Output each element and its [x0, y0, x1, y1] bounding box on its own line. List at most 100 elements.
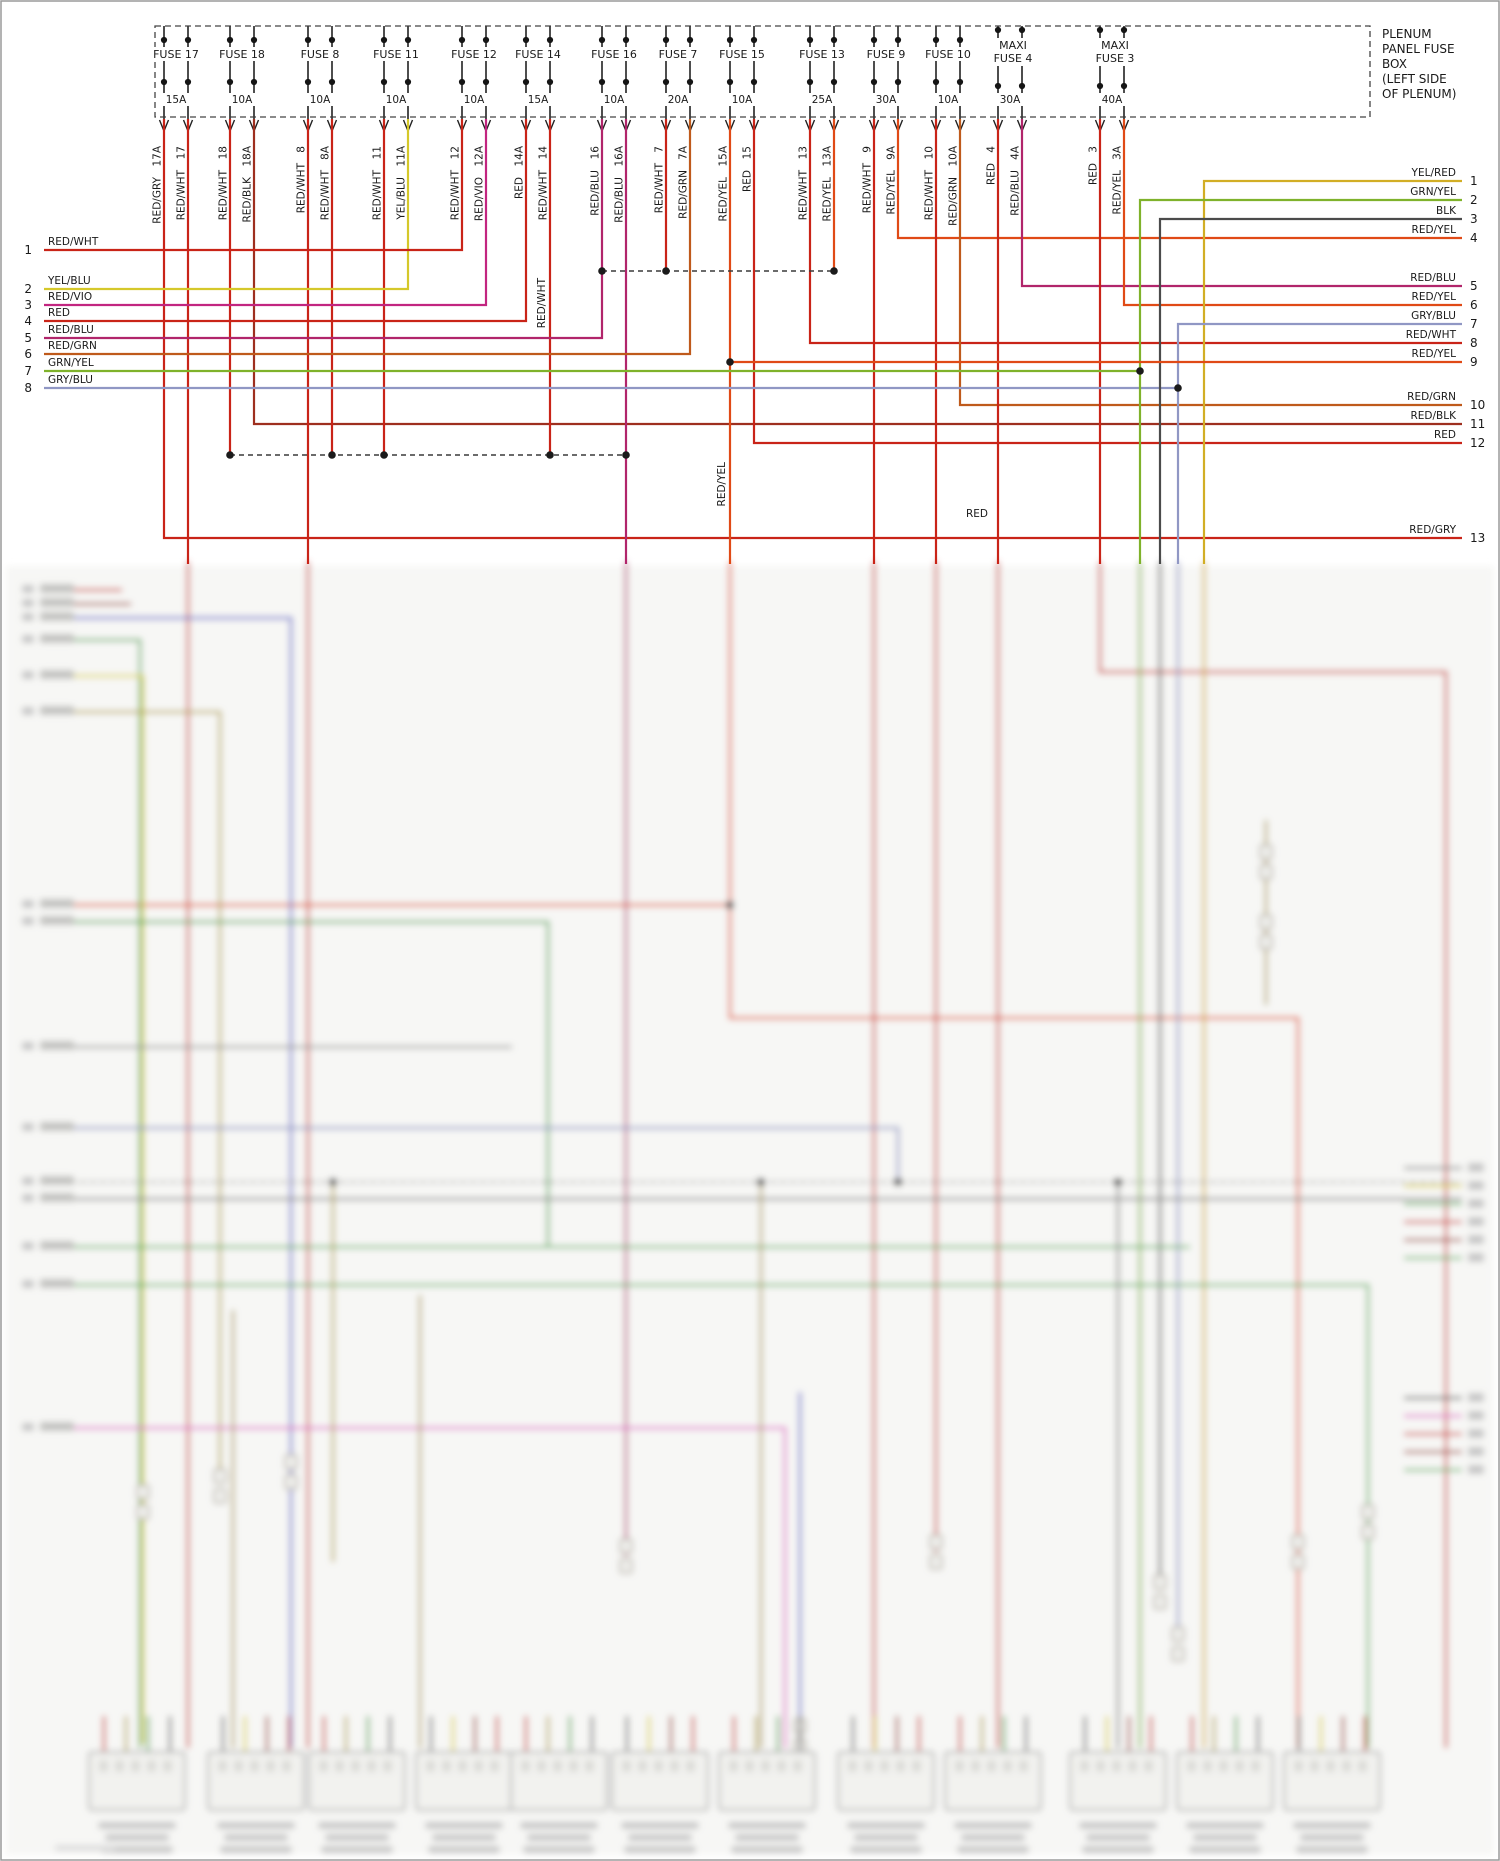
pin-number-label: 7	[654, 146, 666, 153]
label-blob	[1468, 1163, 1484, 1172]
junction-dot	[329, 1178, 337, 1186]
pin-number-label: 4A	[1010, 145, 1022, 160]
label-blob	[98, 1822, 176, 1829]
label-blob	[22, 900, 34, 908]
label-blob	[22, 917, 34, 925]
wire-color-label: RED/WHT	[536, 277, 548, 328]
connector-cavity	[147, 1760, 156, 1772]
connector-cavity	[793, 1760, 802, 1772]
label-blob	[1468, 1253, 1484, 1262]
fuse-terminal	[1018, 26, 1026, 34]
wire-color-label: RED/WHT	[176, 169, 188, 220]
pin-number-label: 18A	[242, 145, 254, 166]
right-pin-wire-label: RED	[1434, 429, 1456, 441]
fuse-amp-rating: 10A	[732, 94, 753, 106]
fuse-name: FUSE 17	[153, 48, 199, 61]
fuse-box-title-line: PANEL FUSE	[1382, 42, 1455, 56]
pin-number-label: 14A	[514, 145, 526, 166]
wire-grn-yel	[1138, 198, 1462, 564]
junction-dot	[380, 451, 388, 459]
fuse-name: FUSE 14	[515, 48, 561, 61]
connector-cavity	[971, 1760, 980, 1772]
label-blob	[527, 1834, 591, 1841]
label-blob	[428, 1846, 500, 1853]
wire-color-label: RED/WHT	[862, 162, 874, 213]
right-pin-wire-label: RED/WHT	[1406, 329, 1457, 341]
connector-cavity	[1096, 1760, 1105, 1772]
fuse-name: FUSE 13	[799, 48, 845, 61]
component-connector	[510, 1751, 608, 1811]
component-connector	[1069, 1751, 1167, 1811]
pin-number-label: 9A	[886, 145, 898, 160]
wire-color-label: RED	[966, 508, 988, 520]
fuse-terminal	[160, 36, 168, 44]
wire-color-label: RED/WHT	[450, 169, 462, 220]
fuse-amp-rating: 40A	[1102, 94, 1123, 106]
pin-number-label: 7A	[678, 145, 690, 160]
wire-color-label: RED	[514, 177, 526, 199]
pin-number-label: 4	[986, 146, 998, 153]
junction-dot	[622, 451, 630, 459]
component-connector	[88, 1751, 186, 1811]
pin-number-label: 12	[450, 146, 462, 159]
right-pin-number: 10	[1470, 398, 1485, 412]
fuse-fuse-7: 7 RED/WHT 7A RED/GRN FUSE 7 20A	[652, 26, 704, 219]
wire-color-label: RED/YEL	[1112, 170, 1124, 215]
inline-connector	[929, 1534, 943, 1550]
connector-cavity	[745, 1760, 754, 1772]
pin-number-label: 18	[218, 146, 230, 159]
label-blob	[847, 1822, 925, 1829]
wire-red	[752, 119, 1462, 445]
junction-dot	[1114, 1178, 1122, 1186]
left-pin-wire-label: RED/WHT	[48, 236, 99, 248]
label-blob	[40, 1241, 74, 1250]
connector-cavity	[115, 1760, 124, 1772]
label-blob	[961, 1834, 1025, 1841]
fuse-terminal	[1120, 26, 1128, 34]
connector-cavity	[1203, 1760, 1212, 1772]
wire-red-vio	[44, 119, 488, 307]
inline-connector	[136, 1484, 150, 1500]
label-blob	[40, 706, 74, 715]
wire	[60, 1426, 787, 1748]
fuse-terminal	[598, 78, 606, 86]
label-blob	[520, 1822, 598, 1829]
fuse-terminal	[750, 78, 758, 86]
fuse-terminal	[184, 36, 192, 44]
junction-dot	[726, 358, 734, 366]
label-blob	[1468, 1199, 1484, 1208]
junction-dot	[598, 267, 606, 275]
right-pin-number: 4	[1470, 231, 1478, 245]
pin-number-label: 14	[538, 146, 550, 160]
fuse-terminal	[686, 36, 694, 44]
inline-connector	[1153, 1594, 1167, 1610]
label-blob	[1082, 1846, 1154, 1853]
connector-cavity	[537, 1760, 546, 1772]
label-blob	[224, 1834, 288, 1841]
fuse-name: FUSE 16	[591, 48, 637, 61]
connector-cavity	[99, 1760, 108, 1772]
right-pin-number: 8	[1470, 336, 1478, 350]
wire-blk	[1158, 217, 1462, 564]
pin-number-label: 15	[742, 146, 754, 159]
pin-number-label: 12A	[474, 145, 486, 166]
wire-color-label: RED/GRN	[678, 170, 690, 219]
component-connector	[944, 1751, 1042, 1811]
label-blob	[854, 1834, 918, 1841]
pin-number-label: 10A	[948, 145, 960, 166]
fuse-fuse-18: 18 RED/WHT 18A RED/BLK FUSE 18 10A	[216, 26, 268, 223]
connector-cavity	[912, 1760, 921, 1772]
left-pin-number: 2	[24, 282, 32, 296]
connector-cavity	[777, 1760, 786, 1772]
right-pin-wire-label: RED/YEL	[1412, 291, 1457, 303]
fuse-amp-rating: 10A	[464, 94, 485, 106]
wire-yel-blu	[44, 119, 410, 291]
fuse-fuse-17: 17A RED/GRY 17 RED/WHT FUSE 17 15A	[150, 26, 202, 224]
label-blob	[1293, 1822, 1371, 1829]
fuse-terminal	[994, 82, 1002, 90]
fuse-fuse-16: 16 RED/BLU 16A RED/BLU FUSE 16 10A	[588, 26, 640, 223]
inline-connector	[1259, 914, 1273, 930]
